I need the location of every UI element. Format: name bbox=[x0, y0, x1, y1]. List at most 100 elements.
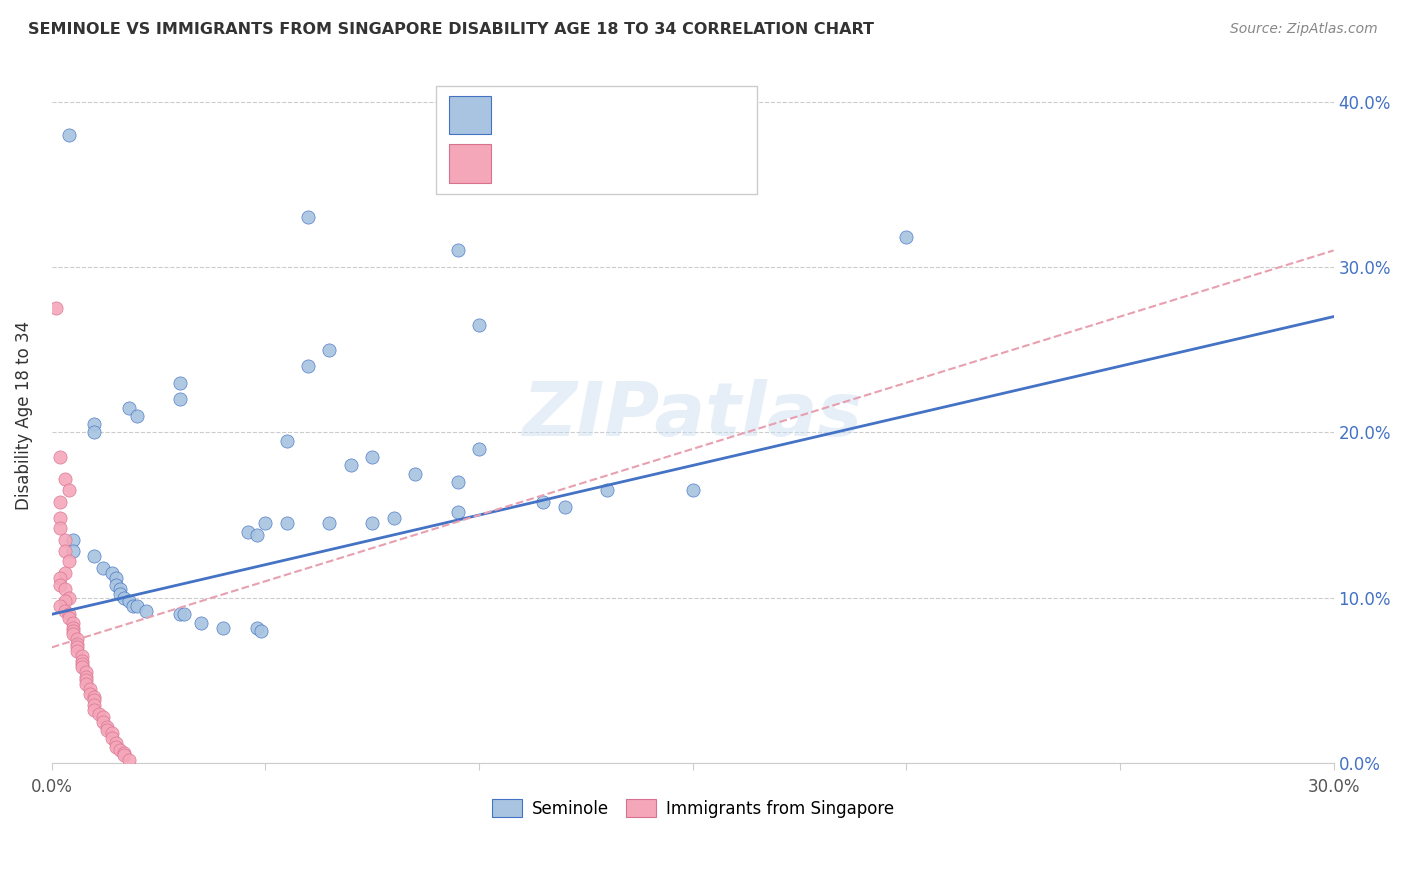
Point bbox=[58, 607, 80, 622]
Point bbox=[58, 128, 80, 142]
Point bbox=[112, 747, 135, 762]
Point bbox=[83, 690, 105, 704]
Point bbox=[96, 720, 118, 734]
Point bbox=[104, 739, 127, 754]
Point bbox=[70, 657, 93, 671]
Point bbox=[118, 401, 141, 415]
Point bbox=[340, 458, 363, 473]
Point bbox=[75, 673, 97, 688]
Point bbox=[169, 376, 191, 390]
Point bbox=[173, 607, 195, 622]
Point bbox=[468, 318, 491, 332]
Point bbox=[75, 677, 97, 691]
Point bbox=[53, 566, 76, 580]
Point bbox=[83, 549, 105, 564]
Point bbox=[83, 693, 105, 707]
Point bbox=[58, 554, 80, 568]
Point bbox=[70, 648, 93, 663]
Y-axis label: Disability Age 18 to 34: Disability Age 18 to 34 bbox=[15, 321, 32, 510]
Point bbox=[45, 301, 67, 316]
Point bbox=[66, 643, 89, 657]
Point bbox=[66, 632, 89, 646]
Point bbox=[238, 524, 260, 539]
Legend: Seminole, Immigrants from Singapore: Seminole, Immigrants from Singapore bbox=[485, 793, 900, 824]
Point bbox=[276, 516, 298, 531]
Point bbox=[553, 500, 575, 514]
Point bbox=[100, 726, 122, 740]
Point bbox=[91, 710, 114, 724]
Point bbox=[127, 599, 149, 613]
Point bbox=[49, 511, 72, 525]
Point bbox=[169, 607, 191, 622]
Point bbox=[49, 599, 72, 613]
Point bbox=[83, 703, 105, 717]
Point bbox=[112, 746, 135, 760]
Point bbox=[83, 425, 105, 440]
Point bbox=[49, 521, 72, 535]
Point bbox=[246, 620, 269, 634]
Point bbox=[169, 392, 191, 407]
Point bbox=[53, 604, 76, 618]
Point bbox=[49, 495, 72, 509]
Point bbox=[66, 640, 89, 655]
Point bbox=[62, 624, 84, 638]
Point bbox=[100, 731, 122, 746]
Point bbox=[100, 566, 122, 580]
Text: ZIPatlas: ZIPatlas bbox=[523, 379, 863, 452]
Point bbox=[87, 706, 110, 721]
Point bbox=[112, 591, 135, 605]
Point bbox=[58, 591, 80, 605]
Point bbox=[83, 417, 105, 431]
Point bbox=[531, 495, 554, 509]
Point bbox=[104, 577, 127, 591]
Point bbox=[53, 544, 76, 558]
Point bbox=[53, 533, 76, 547]
Point bbox=[246, 528, 269, 542]
Point bbox=[79, 687, 101, 701]
Point bbox=[190, 615, 212, 630]
Point bbox=[49, 571, 72, 585]
Point bbox=[79, 681, 101, 696]
Point bbox=[62, 615, 84, 630]
Point bbox=[108, 743, 131, 757]
Point bbox=[127, 409, 149, 423]
Point bbox=[53, 594, 76, 608]
Point bbox=[62, 544, 84, 558]
Point bbox=[468, 442, 491, 456]
Point bbox=[211, 620, 233, 634]
Point bbox=[53, 582, 76, 597]
Point bbox=[318, 343, 340, 357]
Point bbox=[276, 434, 298, 448]
Point bbox=[62, 627, 84, 641]
Point bbox=[318, 516, 340, 531]
Point bbox=[896, 230, 918, 244]
Point bbox=[53, 472, 76, 486]
Point bbox=[118, 753, 141, 767]
Point bbox=[62, 620, 84, 634]
Point bbox=[682, 483, 704, 498]
Point bbox=[58, 610, 80, 624]
Point bbox=[70, 660, 93, 674]
Point bbox=[49, 577, 72, 591]
Point bbox=[104, 736, 127, 750]
Point bbox=[596, 483, 619, 498]
Point bbox=[49, 450, 72, 465]
Point bbox=[83, 698, 105, 713]
Point bbox=[70, 654, 93, 668]
Point bbox=[447, 244, 470, 258]
Point bbox=[382, 511, 405, 525]
Point bbox=[66, 637, 89, 651]
Point bbox=[75, 665, 97, 680]
Point bbox=[404, 467, 426, 481]
Point bbox=[361, 516, 384, 531]
Point bbox=[254, 516, 277, 531]
Point bbox=[91, 561, 114, 575]
Point bbox=[135, 604, 157, 618]
Point bbox=[108, 587, 131, 601]
Point bbox=[91, 714, 114, 729]
Point bbox=[447, 505, 470, 519]
Point bbox=[75, 670, 97, 684]
Point bbox=[250, 624, 273, 638]
Point bbox=[96, 723, 118, 737]
Point bbox=[108, 582, 131, 597]
